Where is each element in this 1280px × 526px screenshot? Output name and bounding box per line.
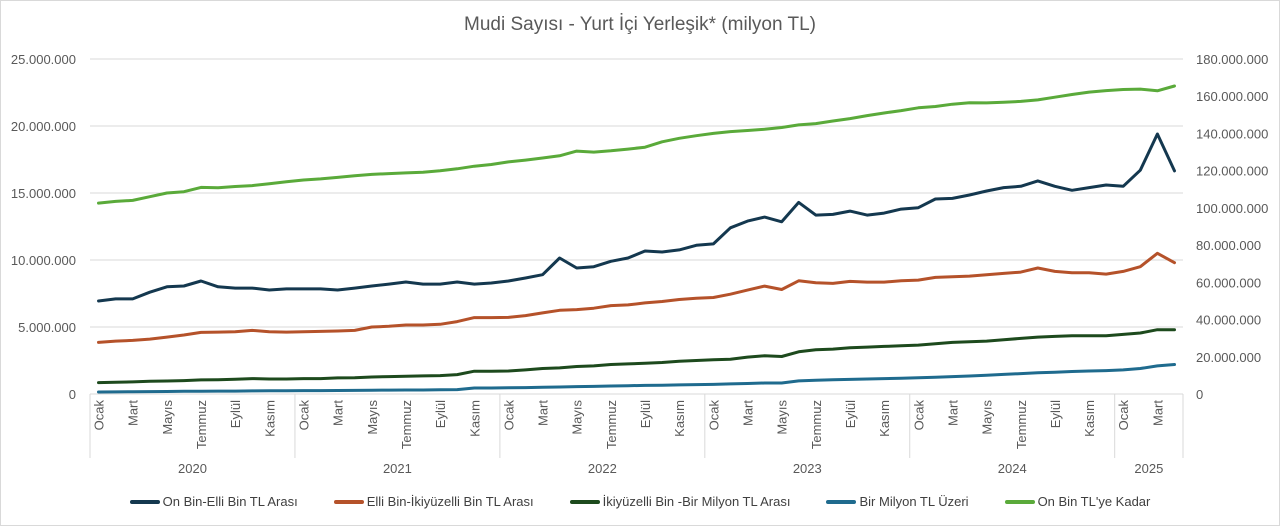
x-tick-label: Kasım (672, 400, 687, 437)
x-tick-label: Temmuz (1014, 400, 1029, 449)
x-tick-label: Ocak (706, 400, 721, 431)
y-left-tick-label: 20.000.000 (11, 119, 76, 134)
chart-title: Mudi Sayısı - Yurt İçi Yerleşik* (milyon… (464, 14, 816, 35)
y-left-tick-label: 5.000.000 (18, 320, 76, 335)
y-right-tick-label: 20.000.000 (1196, 350, 1261, 365)
x-tick-label: Ocak (92, 400, 107, 431)
x-tick-label: Eylül (1048, 400, 1063, 428)
x-tick-label: Mart (331, 400, 346, 426)
y-right-tick-label: 100.000.000 (1196, 201, 1268, 216)
x-tick-label: Kasım (262, 400, 277, 437)
x-tick-label: Mart (126, 400, 141, 426)
x-tick-label: Kasım (1082, 400, 1097, 437)
series-line-2 (97, 328, 1176, 385)
series-line-4 (97, 84, 1176, 205)
x-tick-label: Mart (741, 400, 756, 426)
series-line-1 (97, 251, 1176, 344)
y-right-tick-label: 180.000.000 (1196, 52, 1268, 67)
x-tick-label: Ocak (501, 400, 516, 431)
x-tick-label: Mayıs (160, 400, 175, 435)
y-right-tick-label: 160.000.000 (1196, 89, 1268, 104)
x-tick-label: Mart (945, 400, 960, 426)
y-right-tick-label: 120.000.000 (1196, 164, 1268, 179)
y-right-tick-label: 140.000.000 (1196, 126, 1268, 141)
x-tick-label: Mayıs (570, 400, 585, 435)
x-tick-label: Eylül (228, 400, 243, 428)
x-tick-label: Ocak (296, 400, 311, 431)
legend-item: On Bin TL'ye Kadar (1004, 494, 1151, 509)
x-tick-label: Ocak (1116, 400, 1131, 431)
series-line-0 (97, 132, 1176, 303)
year-label: 2021 (383, 461, 412, 476)
year-label: 2022 (588, 461, 617, 476)
y-left-tick-label: 0 (69, 387, 76, 402)
year-label: 2023 (793, 461, 822, 476)
legend-swatch (826, 499, 857, 504)
y-left-tick-label: 25.000.000 (11, 52, 76, 67)
legend-label: Elli Bin-İkiyüzelli Bin TL Arası (366, 494, 534, 509)
legend-item: Bir Milyon TL Üzeri (826, 494, 969, 509)
x-tick-label: Kasım (467, 400, 482, 437)
series-line-3 (97, 363, 1176, 394)
legend-item: On Bin-Elli Bin TL Arası (129, 494, 298, 509)
y-right-tick-label: 40.000.000 (1196, 313, 1261, 328)
x-tick-label: Mayıs (980, 400, 995, 435)
y-left-tick-label: 15.000.000 (11, 186, 76, 201)
x-tick-label: Mart (1150, 400, 1165, 426)
x-tick-label: Mayıs (775, 400, 790, 435)
y-right-tick-label: 80.000.000 (1196, 238, 1261, 253)
year-label: 2024 (998, 461, 1027, 476)
year-label: 2020 (178, 461, 207, 476)
x-tick-label: Eylül (433, 400, 448, 428)
y-left-tick-label: 10.000.000 (11, 253, 76, 268)
x-tick-label: Temmuz (399, 400, 414, 449)
x-tick-label: Mart (536, 400, 551, 426)
x-tick-label: Mayıs (365, 400, 380, 435)
x-tick-label: Temmuz (809, 400, 824, 449)
legend-label: Bir Milyon TL Üzeri (859, 494, 969, 509)
legend-label: On Bin TL'ye Kadar (1037, 494, 1151, 509)
legend-swatch (333, 499, 364, 504)
x-tick-label: Temmuz (194, 400, 209, 449)
year-label: 2025 (1134, 461, 1163, 476)
x-tick-label: Eylül (638, 400, 653, 428)
y-right-tick-label: 0 (1196, 387, 1203, 402)
x-tick-label: Kasım (877, 400, 892, 437)
legend-label: On Bin-Elli Bin TL Arası (162, 494, 298, 509)
y-right-tick-label: 60.000.000 (1196, 275, 1261, 290)
x-tick-label: Ocak (911, 400, 926, 431)
legend: On Bin-Elli Bin TL Arası Elli Bin-İkiyüze… (0, 494, 1280, 509)
legend-item: Elli Bin-İkiyüzelli Bin TL Arası (333, 494, 534, 509)
legend-label: İkiyüzelli Bin -Bir Milyon TL Arası (602, 494, 791, 509)
x-tick-label: Eylül (843, 400, 858, 428)
legend-swatch (1004, 499, 1035, 504)
legend-swatch (569, 499, 600, 504)
x-tick-label: Temmuz (604, 400, 619, 449)
legend-swatch (129, 499, 160, 504)
legend-item: İkiyüzelli Bin -Bir Milyon TL Arası (569, 494, 791, 509)
